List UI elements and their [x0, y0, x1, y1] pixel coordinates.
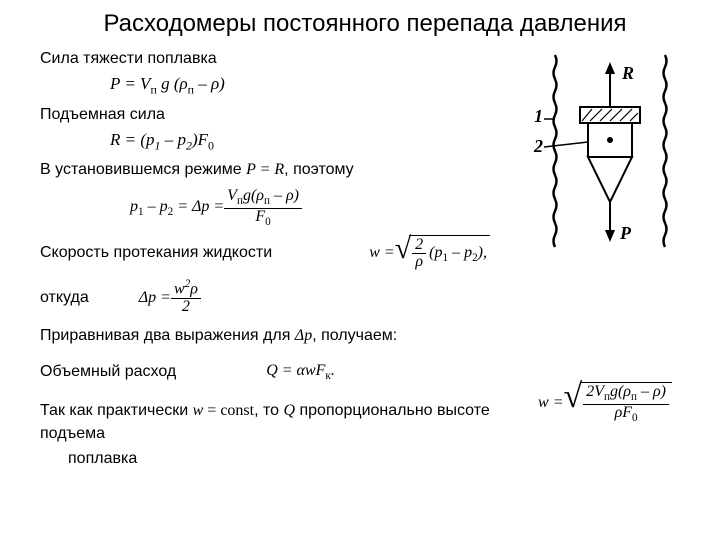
float-diagram: R P 1 2	[530, 47, 680, 257]
line-equate: Приравнивая два выражения для Δp, получа…	[40, 324, 530, 347]
formula-lift: R = (p1 – p2)F0	[40, 128, 530, 155]
label-r: R	[621, 63, 634, 83]
formula-q: Q = αwFк.	[266, 359, 335, 384]
formula-w-final: w = √ 2Vпg(ρп – ρ) ρF0	[538, 382, 672, 425]
formula-dp: p1 – p2 = Δp = Vпg(ρп – ρ) F0	[130, 188, 302, 229]
formula-w: w = √ 2 ρ (p1 – p2),	[369, 235, 490, 272]
formula-dp2: Δp = w2ρ 2	[139, 279, 201, 316]
line-conclusion-2: поплавка	[40, 447, 530, 470]
line-steady: В установившемся режиме P = R, поэтому	[40, 158, 530, 181]
formula-gravity: P = Vп g (ρп – ρ)	[40, 72, 530, 99]
line-volumetric: Объемный расход Q = αwFк.	[40, 359, 530, 384]
slide-title: Расходомеры постоянного перепада давлени…	[40, 10, 690, 39]
label-2: 2	[533, 136, 543, 156]
line-lift: Подъемная сила	[40, 103, 530, 126]
line-velocity: Скорость протекания жидкости w = √ 2 ρ (…	[40, 235, 530, 272]
label-1: 1	[534, 106, 543, 126]
label-p: P	[619, 223, 632, 243]
line-hence: откуда Δp = w2ρ 2	[40, 279, 530, 316]
line-gravity: Сила тяжести поплавка	[40, 47, 530, 70]
line-conclusion: Так как практически w = const, то Q проп…	[40, 399, 530, 445]
text-column: Сила тяжести поплавка P = Vп g (ρп – ρ) …	[40, 47, 530, 472]
